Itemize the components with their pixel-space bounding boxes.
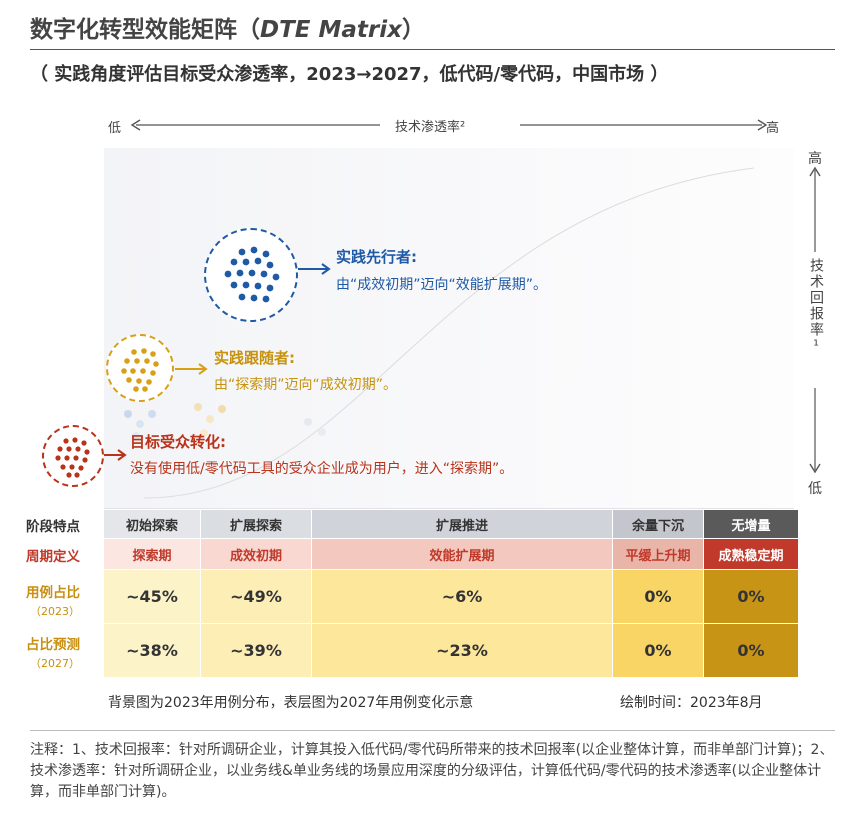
period-cell: 探索期 [104,539,200,569]
x-axis-arrow [130,119,768,131]
stage-cell: 扩展推进 [312,510,612,538]
value-cell: ~38% [104,624,200,677]
x-axis-label: 技术渗透率² [395,120,466,135]
follower-dots [121,348,159,392]
y-axis-high-label: 高 [808,151,822,167]
page-subtitle: （ 实践角度评估目标受众渗透率，2023→2027，低代码/零代码，中国市场 ） [30,64,669,85]
matrix-plot-area [104,148,794,509]
row-label-period: 周期定义 [26,549,80,565]
period-cell: 成效初期 [201,539,311,569]
row-label-share2027-year: （2027） [30,657,80,670]
x-axis-low-label: 低 [108,121,122,136]
follower-group-desc: 由“探索期”迈向“成效初期”。 [214,377,398,393]
target-arrow-icon [104,449,127,461]
leader-dots [224,246,280,303]
stage-cell: 无增量 [704,510,798,538]
value-cell: 0% [704,570,798,623]
value-cell: ~6% [312,570,612,623]
y-axis-label: 技术回报率¹ [808,258,824,356]
footnote: 注释：1、技术回报率：针对所调研企业，计算其投入低代码/零代码所带来的技术回报率… [30,742,834,800]
y-axis-low-label: 低 [808,481,822,497]
period-cell: 成熟稳定期 [704,539,798,569]
leader-arrow-icon [298,263,331,275]
value-cell: ~23% [312,624,612,677]
value-cell: 0% [613,624,703,677]
follower-group-circle [106,334,174,402]
period-cell: 效能扩展期 [312,539,612,569]
target-dots [55,437,90,478]
page-title: 数字化转型效能矩阵（DTE Matrix） [30,17,425,43]
value-cell: ~45% [104,570,200,623]
stage-cell: 初始探索 [104,510,200,538]
target-group-circle [42,425,104,487]
footer-divider [30,730,835,731]
s-curve [143,167,755,499]
value-cell: 0% [704,624,798,677]
value-cell: 0% [613,570,703,623]
row-label-share2023-year: （2023） [30,605,80,618]
row-label-stage: 阶段特点 [26,519,80,535]
target-group-desc: 没有使用低/零代码工具的受众企业成为用户，进入“探索期”。 [130,461,514,477]
value-cell: ~49% [201,570,311,623]
value-cell: ~39% [201,624,311,677]
drawn-date: 绘制时间：2023年8月 [620,695,763,711]
title-divider [30,49,835,50]
y-axis-arrow [809,166,821,474]
follower-arrow-icon [175,363,208,375]
leader-group-title: 实践先行者: [336,248,417,266]
row-label-share2027: 占比预测 [26,637,80,653]
leader-group-desc: 由“成效初期”迈向“效能扩展期”。 [336,277,548,293]
stage-cell: 扩展探索 [201,510,311,538]
period-cell: 平缓上升期 [613,539,703,569]
chart-caption: 背景图为2023年用例分布，表层图为2027年用例变化示意 [108,695,474,711]
leader-group-circle [204,228,298,322]
x-axis-high-label: 高 [766,121,780,136]
follower-group-title: 实践跟随者: [214,349,295,367]
matrix-table: 初始探索 扩展探索 扩展推进 余量下沉 无增量 探索期 成效初期 效能扩展期 平… [104,510,798,678]
row-label-share2023: 用例占比 [26,585,80,601]
stage-cell: 余量下沉 [613,510,703,538]
target-group-title: 目标受众转化: [130,433,226,451]
